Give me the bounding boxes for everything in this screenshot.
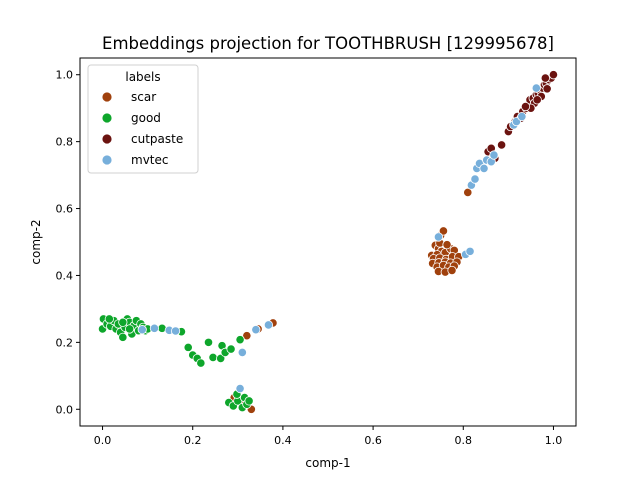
data-point-cutpaste <box>540 73 550 83</box>
data-point-good <box>118 332 128 342</box>
data-point-mvtec <box>517 111 527 122</box>
legend-label-cutpaste: cutpaste <box>131 132 183 146</box>
data-point-good <box>104 314 114 324</box>
data-point-cutpaste <box>496 140 507 150</box>
x-tick-label: 1.0 <box>545 434 563 447</box>
legend-items: scar good cutpaste mvtec <box>101 90 183 167</box>
data-point-mvtec <box>531 83 541 93</box>
data-point-good <box>235 335 245 345</box>
data-point-mvtec <box>251 325 261 335</box>
data-point-mvtec <box>479 163 489 173</box>
data-point-scar <box>242 331 252 341</box>
data-point-good <box>208 352 218 363</box>
plot-frame <box>79 57 577 427</box>
data-point-scar <box>447 265 457 276</box>
series-mvtec <box>137 83 541 394</box>
data-point-scar <box>438 226 449 236</box>
legend-label-scar: scar <box>131 90 156 104</box>
data-point-good <box>244 396 254 406</box>
data-point-mvtec <box>235 383 245 394</box>
data-point-scar <box>463 187 473 198</box>
x-axis-label: comp-1 <box>305 456 350 470</box>
x-tick-label: 0.2 <box>184 434 202 447</box>
data-point-mvtec <box>465 246 475 256</box>
legend-title: labels <box>125 70 160 84</box>
legend-marker-mvtec <box>101 154 113 166</box>
chart-title: Embeddings projection for TOOTHBRUSH [12… <box>102 34 554 53</box>
y-tick-label: 1.0 <box>56 69 74 82</box>
x-axis: 0.0 0.2 0.4 0.6 0.8 1.0 <box>94 426 562 447</box>
legend-marker-cutpaste <box>101 133 113 145</box>
y-axis-label: comp-2 <box>29 219 43 264</box>
legend-label-mvtec: mvtec <box>131 153 168 167</box>
data-point-good <box>203 337 214 347</box>
data-point-cutpaste <box>520 101 531 112</box>
legend-marker-scar <box>101 91 113 103</box>
x-tick-label: 0.6 <box>364 434 382 447</box>
plot-area: 0.0 0.2 0.4 0.6 0.8 1.0 0.0 0.2 0.4 0.6 0.8 1.0 <box>56 57 577 447</box>
legend-label-good: good <box>131 111 161 125</box>
x-tick-label: 0.0 <box>94 434 112 447</box>
data-point-good <box>216 353 226 364</box>
data-point-cutpaste <box>532 95 542 105</box>
data-points <box>97 70 559 414</box>
data-point-good <box>196 358 206 368</box>
x-tick-label: 0.4 <box>274 434 292 447</box>
series-good <box>97 314 254 413</box>
legend-marker-good <box>101 112 113 124</box>
data-point-good <box>125 324 135 334</box>
data-point-scar <box>442 240 452 250</box>
data-point-mvtec <box>170 326 181 336</box>
legend: labels scar good cutpaste mvtec <box>87 64 199 174</box>
y-tick-label: 0.4 <box>56 269 74 282</box>
series-scar <box>229 187 473 414</box>
y-tick-label: 0.8 <box>56 136 74 149</box>
legend-box <box>87 64 199 174</box>
data-point-mvtec <box>433 232 444 242</box>
data-point-good <box>118 317 128 327</box>
data-point-good <box>226 344 236 354</box>
y-tick-label: 0.6 <box>56 203 74 216</box>
data-point-mvtec <box>137 325 147 335</box>
y-axis: 0.0 0.2 0.4 0.6 0.8 1.0 <box>56 69 80 416</box>
y-tick-label: 0.2 <box>56 336 74 349</box>
data-point-mvtec <box>149 323 159 333</box>
y-tick-label: 0.0 <box>56 403 74 416</box>
data-point-cutpaste <box>542 84 552 94</box>
data-point-mvtec <box>489 150 499 160</box>
data-point-mvtec <box>470 174 480 184</box>
data-point-cutpaste <box>548 70 559 80</box>
data-point-mvtec <box>237 347 247 357</box>
data-point-mvtec <box>263 320 274 330</box>
data-point-good <box>183 342 193 352</box>
x-tick-label: 0.8 <box>455 434 473 447</box>
